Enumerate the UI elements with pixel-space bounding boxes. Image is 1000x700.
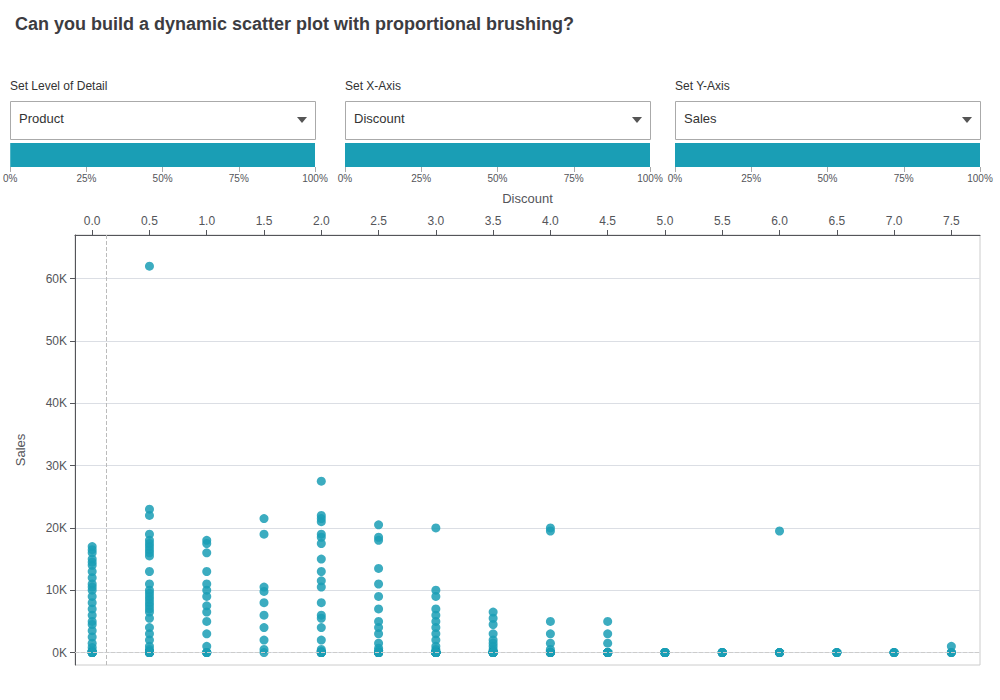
svg-text:1.0: 1.0	[198, 214, 215, 228]
svg-text:Can you build a dynamic scatte: Can you build a dynamic scatter plot wit…	[15, 14, 574, 34]
svg-text:5.5: 5.5	[714, 214, 731, 228]
svg-text:0%: 0%	[668, 173, 683, 184]
svg-text:50%: 50%	[487, 173, 507, 184]
svg-text:30K: 30K	[46, 459, 67, 473]
svg-text:4.5: 4.5	[599, 214, 616, 228]
svg-text:1.5: 1.5	[256, 214, 273, 228]
svg-text:25%: 25%	[76, 173, 96, 184]
svg-text:5.0: 5.0	[657, 214, 674, 228]
svg-text:25%: 25%	[741, 173, 761, 184]
svg-text:0.0: 0.0	[84, 214, 101, 228]
svg-text:2.5: 2.5	[370, 214, 387, 228]
svg-text:7.5: 7.5	[943, 214, 960, 228]
svg-text:2.0: 2.0	[313, 214, 330, 228]
svg-text:0K: 0K	[52, 646, 67, 660]
svg-text:3.5: 3.5	[485, 214, 502, 228]
svg-text:7.0: 7.0	[886, 214, 903, 228]
svg-text:100%: 100%	[637, 173, 663, 184]
svg-text:Sales: Sales	[13, 433, 28, 466]
svg-text:50%: 50%	[153, 173, 173, 184]
svg-text:50K: 50K	[46, 334, 67, 348]
svg-text:75%: 75%	[229, 173, 249, 184]
svg-text:75%: 75%	[564, 173, 584, 184]
svg-text:Sales: Sales	[684, 111, 717, 126]
svg-text:3.0: 3.0	[428, 214, 445, 228]
svg-text:50%: 50%	[817, 173, 837, 184]
svg-text:Discount: Discount	[354, 111, 405, 126]
svg-text:Set X-Axis: Set X-Axis	[345, 79, 401, 93]
svg-text:60K: 60K	[46, 272, 67, 286]
svg-text:0%: 0%	[338, 173, 353, 184]
svg-text:Set Level of Detail: Set Level of Detail	[10, 79, 107, 93]
svg-text:20K: 20K	[46, 521, 67, 535]
svg-text:6.0: 6.0	[771, 214, 788, 228]
svg-text:Set Y-Axis: Set Y-Axis	[675, 79, 730, 93]
svg-text:0%: 0%	[3, 173, 18, 184]
svg-text:Product: Product	[19, 111, 64, 126]
svg-text:25%: 25%	[411, 173, 431, 184]
svg-text:Discount: Discount	[502, 191, 553, 206]
svg-text:100%: 100%	[302, 173, 328, 184]
svg-text:40K: 40K	[46, 396, 67, 410]
svg-text:6.5: 6.5	[828, 214, 845, 228]
svg-text:100%: 100%	[967, 173, 993, 184]
svg-text:4.0: 4.0	[542, 214, 559, 228]
svg-text:0.5: 0.5	[141, 214, 158, 228]
svg-text:10K: 10K	[46, 583, 67, 597]
svg-text:75%: 75%	[894, 173, 914, 184]
